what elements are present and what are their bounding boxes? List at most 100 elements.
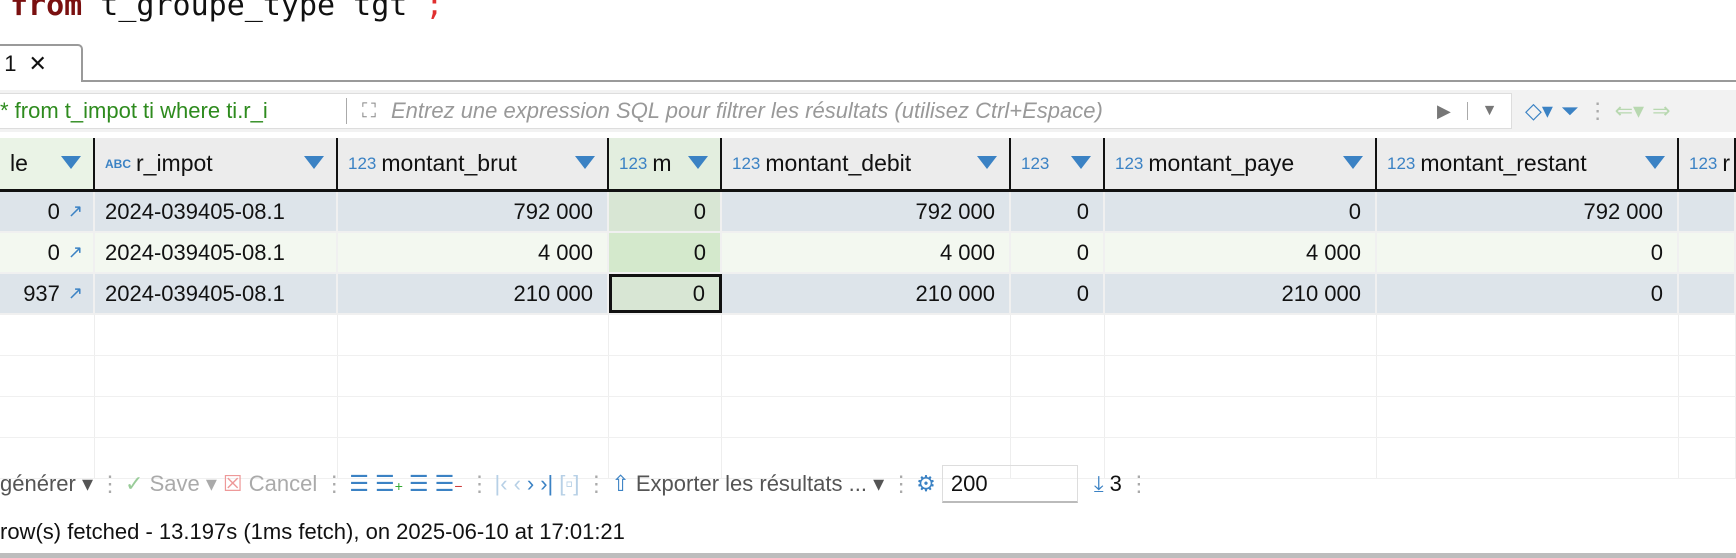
table-cell[interactable]: 4 000	[1105, 233, 1377, 272]
open-reference-icon[interactable]: ↗	[67, 283, 83, 303]
cell-value: 0	[1076, 280, 1089, 306]
sort-filter-icon[interactable]	[977, 156, 997, 169]
table-cell[interactable]: 937 ↗	[0, 274, 95, 313]
column-header[interactable]: 123	[1011, 138, 1105, 189]
table-cell[interactable]: 792 000	[338, 192, 609, 231]
empty-cell	[0, 315, 95, 355]
cell-value: 0	[692, 280, 705, 306]
fetch-all-icon[interactable]: [▫]	[559, 471, 580, 496]
results-grid: le ABC r_impot 123 montant_brut 123 m 123 montan…	[0, 138, 1736, 479]
empty-cell	[338, 356, 609, 396]
forward-arrow-icon[interactable]: ⇒	[1652, 98, 1671, 123]
column-header[interactable]: 123 montant_debit	[722, 138, 1011, 189]
filter-input[interactable]: * from t_impot ti where ti.r_i ⛶ Entrez …	[0, 93, 1512, 129]
empty-cell	[1679, 315, 1736, 355]
cell-value: 792 000	[1583, 198, 1663, 224]
save-button[interactable]: ✓ Save ▾	[125, 471, 217, 496]
column-header[interactable]: 123 montant_restant	[1377, 138, 1679, 189]
cell-value: 0	[693, 239, 706, 265]
sort-filter-icon[interactable]	[304, 156, 324, 169]
table-cell[interactable]: 4 000	[722, 233, 1011, 272]
empty-cell	[0, 397, 95, 437]
generate-button[interactable]: générer ▾	[0, 471, 93, 496]
table-cell[interactable]: 210 000	[1105, 274, 1377, 313]
table-cell[interactable]: 0	[609, 192, 722, 231]
apply-filter-icon[interactable]: ▶	[1437, 100, 1451, 121]
number-type-icon: 123	[1387, 153, 1416, 173]
column-header[interactable]: 123 montant_brut	[338, 138, 609, 189]
back-arrow-icon[interactable]: ⇐▾	[1614, 98, 1645, 123]
table-row[interactable]: 0 ↗ 2024-039405-08.1 4 000 0 4 000 0 4 000 0	[0, 233, 1736, 274]
export-button[interactable]: ⇧ Exporter les résultats ... ▾	[611, 471, 885, 496]
row-count: 3	[1109, 471, 1122, 496]
number-type-icon: 123	[732, 153, 761, 173]
table-cell[interactable]: 0	[1011, 192, 1105, 231]
empty-cell	[722, 315, 1011, 355]
table-cell[interactable]: 210 000	[338, 274, 609, 313]
next-page-icon[interactable]: ›	[526, 471, 535, 496]
last-page-icon[interactable]: ›|	[540, 471, 554, 496]
add-row-icon[interactable]: ☰+	[374, 471, 403, 496]
cell-value: 2024-039405-08.1	[105, 280, 285, 306]
filter-history-dropdown[interactable]: ▼	[1467, 102, 1511, 120]
table-cell[interactable]: 0 ↗	[0, 233, 95, 272]
table-cell[interactable]: 0	[609, 233, 722, 272]
table-cell[interactable]	[1679, 192, 1736, 231]
first-page-icon[interactable]: |‹	[494, 471, 508, 496]
fetch-size-input[interactable]: 200	[941, 465, 1078, 503]
empty-row	[0, 397, 1736, 438]
previous-page-icon[interactable]: ‹	[513, 471, 521, 496]
table-cell[interactable]: 4 000	[338, 233, 609, 272]
table-cell[interactable]: 0	[1011, 233, 1105, 272]
table-cell[interactable]: 0 ↗	[0, 192, 95, 231]
table-cell[interactable]: 792 000	[1377, 192, 1679, 231]
sql-editor-line[interactable]: from t_groupe_type tgt ;	[10, 0, 444, 23]
expand-icon[interactable]: ⛶	[362, 99, 376, 122]
table-cell[interactable]: 2024-039405-08.1	[95, 192, 338, 231]
table-cell[interactable]: 0	[1105, 192, 1377, 231]
table-cell[interactable]	[1679, 274, 1736, 313]
table-cell[interactable]: 210 000	[722, 274, 1011, 313]
separator: ⋮	[1586, 98, 1609, 123]
empty-row	[0, 356, 1736, 397]
sort-filter-icon[interactable]	[575, 156, 595, 169]
open-reference-icon[interactable]: ↗	[67, 242, 83, 262]
empty-cell	[1105, 438, 1377, 478]
table-row[interactable]: 0 ↗ 2024-039405-08.1 792 000 0 792 000 0 0 792 0…	[0, 192, 1736, 233]
column-header[interactable]: 123 m	[609, 138, 722, 189]
row-count-icon[interactable]: ⤓	[1093, 471, 1104, 496]
empty-cell	[0, 438, 95, 478]
separator: ⋮	[99, 471, 121, 496]
column-header[interactable]: 123 montant_paye	[1105, 138, 1377, 189]
sort-filter-icon[interactable]	[688, 156, 708, 169]
sort-filter-icon[interactable]	[1343, 156, 1363, 169]
sort-filter-icon[interactable]	[1071, 156, 1091, 169]
sort-filter-icon[interactable]	[61, 156, 81, 169]
column-header[interactable]: ABC r_impot	[95, 138, 338, 189]
sort-filter-icon[interactable]	[1645, 156, 1665, 169]
table-cell[interactable]: 2024-039405-08.1	[95, 274, 338, 313]
table-cell[interactable]: 0	[1011, 274, 1105, 313]
table-cell[interactable]	[1679, 233, 1736, 272]
table-row[interactable]: 937 ↗ 2024-039405-08.1 210 000 0 210 000 0 210 …	[0, 274, 1736, 315]
empty-cell	[0, 356, 95, 396]
table-cell[interactable]: 0	[1377, 233, 1679, 272]
gear-icon[interactable]: ⚙	[916, 471, 936, 496]
table-cell[interactable]: 2024-039405-08.1	[95, 233, 338, 272]
delete-row-icon[interactable]: ☰−	[434, 471, 463, 496]
column-header[interactable]: 123 r	[1679, 138, 1736, 189]
table-cell[interactable]: 0	[1377, 274, 1679, 313]
close-icon[interactable]: ✕	[28, 51, 47, 76]
column-header[interactable]: le	[0, 138, 95, 189]
cell-value: 937	[23, 280, 60, 306]
number-type-icon: 123	[1689, 153, 1718, 173]
filter-icon[interactable]: ⏷	[1560, 98, 1579, 123]
open-reference-icon[interactable]: ↗	[67, 201, 83, 221]
tab-results-1[interactable]: t 1 ✕	[0, 44, 83, 82]
table-cell[interactable]: 792 000	[722, 192, 1011, 231]
cancel-button[interactable]: ☒ Cancel	[222, 471, 318, 496]
eraser-icon[interactable]: ◇▾	[1525, 98, 1553, 123]
copy-row-icon[interactable]: ☰	[408, 471, 429, 496]
edit-row-icon[interactable]: ☰	[349, 471, 369, 496]
table-cell[interactable]: 0	[609, 274, 722, 313]
